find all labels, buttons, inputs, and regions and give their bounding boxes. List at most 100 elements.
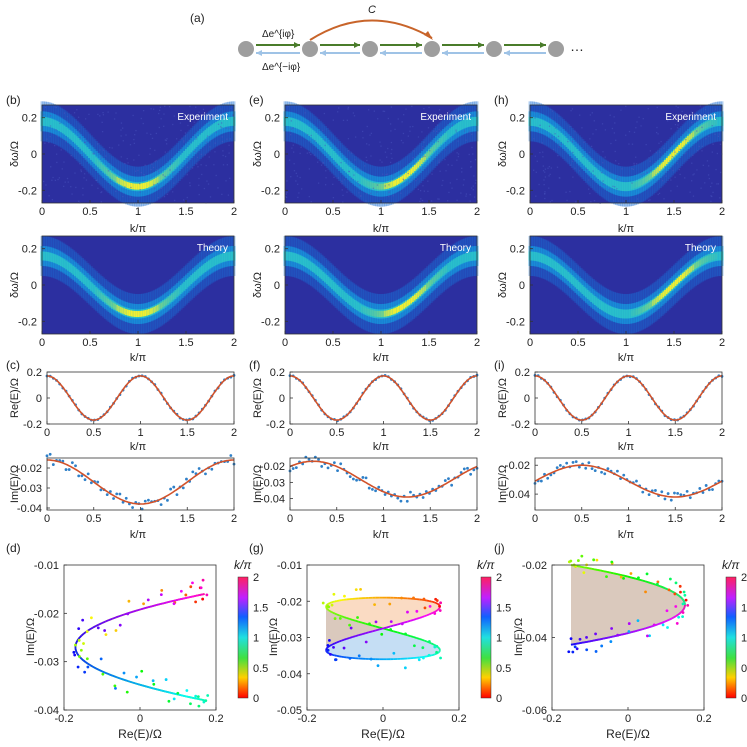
loop-xlabel: Re(E)/Ω: [606, 727, 650, 741]
spectrum-hot: [362, 178, 366, 185]
noise-speck: [438, 159, 440, 161]
noise-speck: [557, 155, 559, 157]
spectrum-core: [353, 299, 357, 309]
spectrum-hot: [163, 300, 167, 307]
loop-curve-segment: [151, 604, 157, 608]
noise-speck: [292, 144, 294, 146]
spectrum-hot: [398, 305, 401, 312]
spectrum-core: [52, 119, 56, 129]
noise-speck: [664, 171, 666, 173]
spectrum-core: [89, 281, 93, 291]
noise-speck: [655, 152, 658, 154]
noise-speck: [439, 170, 441, 172]
spectrum-hot: [702, 123, 706, 130]
y-tick-label: 0: [274, 149, 280, 161]
noise-speck: [122, 140, 124, 142]
forward-hopping-label: Δe^{iφ}: [262, 29, 295, 40]
loop-curve-segment: [620, 574, 625, 577]
colorbar-tick-label: 0: [253, 693, 259, 705]
theory-ylabel: δω/Ω: [252, 272, 264, 298]
loop-curve-segment: [407, 619, 411, 623]
loop-data-point: [655, 582, 659, 586]
loop-curve-segment: [147, 605, 153, 609]
loop-data-point: [185, 689, 189, 692]
loop-data-point: [400, 622, 404, 626]
colorbar-tick-label: 1.5: [253, 602, 268, 614]
spectrum-hot: [119, 306, 123, 313]
data-point: [472, 468, 476, 472]
axes-frame: [46, 371, 235, 425]
loop-data-point: [72, 650, 76, 654]
spectrum-core: [368, 307, 372, 317]
loop-data-point: [609, 640, 613, 643]
spectrum-hot: [676, 278, 680, 285]
loop-data-point: [422, 597, 426, 601]
data-point: [172, 485, 176, 489]
spectrum-core: [63, 259, 67, 269]
y-tick-label: -0.2: [506, 316, 525, 328]
x-tick-label: 2: [231, 337, 237, 349]
loop-curve-segment: [101, 670, 106, 674]
colorbar-tick-label: 0: [496, 693, 502, 705]
axes-frame: [284, 235, 478, 335]
loop-curve-segment: [606, 571, 611, 574]
noise-speck: [677, 106, 679, 109]
spectrum-core: [378, 182, 382, 192]
noise-speck: [633, 162, 635, 165]
theory-label: Theory: [440, 243, 471, 254]
noise-speck: [120, 122, 123, 124]
noise-speck: [101, 191, 103, 193]
loop-data-point: [321, 601, 325, 605]
noise-speck: [317, 182, 320, 184]
noise-speck: [645, 143, 647, 146]
spectrum-hot: [658, 165, 662, 172]
data-point: [361, 476, 365, 479]
noise-speck: [142, 179, 145, 182]
loop-data-point: [681, 615, 684, 619]
spectrum-hot: [385, 310, 389, 317]
noise-speck: [662, 179, 664, 182]
noise-speck: [583, 141, 585, 143]
spectrum-core: [51, 118, 55, 128]
loop-data-point: [329, 652, 332, 656]
lattice-site-5: [548, 41, 564, 57]
noise-speck: [714, 133, 716, 135]
spectrum-core: [207, 260, 211, 270]
colorbar-tick-label: 0: [741, 693, 747, 705]
spectrum-core: [574, 278, 578, 288]
noise-speck: [224, 155, 227, 158]
spectrum-core: [576, 280, 580, 290]
noise-speck: [542, 165, 544, 167]
noise-speck: [707, 112, 710, 114]
spectrum-hot: [650, 172, 654, 179]
loop-curve-segment: [341, 615, 345, 618]
noise-speck: [134, 170, 137, 172]
spectrum-core: [355, 172, 359, 182]
noise-speck: [447, 200, 449, 202]
noise-speck: [448, 124, 450, 127]
loop-data-point: [392, 651, 396, 655]
spectrum-core: [713, 252, 717, 262]
noise-speck: [420, 198, 422, 200]
loop-curve-segment: [591, 639, 595, 642]
loop-curve-segment: [135, 608, 141, 612]
noise-speck: [217, 123, 220, 125]
spectrum-core: [93, 285, 97, 295]
loop-curve-segment: [666, 618, 670, 622]
data-point: [558, 463, 562, 467]
noise-speck: [674, 151, 676, 153]
spectrum-hot: [98, 291, 102, 298]
loop-curve-segment: [98, 622, 103, 626]
noise-speck: [642, 118, 644, 120]
spectrum-hot: [128, 310, 132, 317]
spectrum-core: [45, 117, 49, 127]
spectrum-hot: [392, 308, 396, 315]
data-point: [616, 469, 619, 473]
spectrum-core: [86, 278, 90, 288]
y-tick-label: -0.03: [17, 483, 42, 495]
loop-data-point: [85, 630, 89, 633]
loop-data-point: [576, 559, 580, 562]
spectrum-hot: [133, 183, 137, 190]
